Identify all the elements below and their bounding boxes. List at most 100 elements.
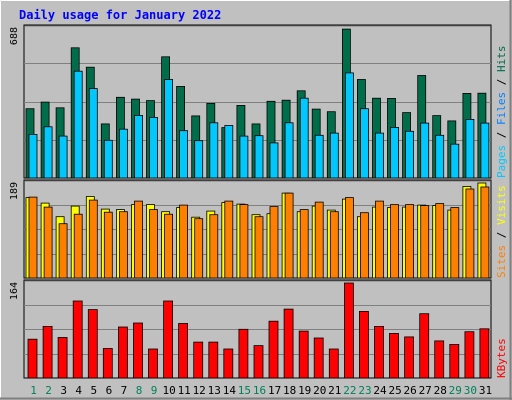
x-tick-label: 3 bbox=[60, 384, 67, 397]
bar-files-15 bbox=[239, 135, 249, 179]
x-tick-label: 12 bbox=[193, 384, 206, 397]
bar-files-27 bbox=[420, 122, 430, 179]
x-tick-label: 17 bbox=[268, 384, 281, 397]
bar-sites-22 bbox=[344, 197, 354, 279]
bar-kbytes-8 bbox=[133, 322, 143, 379]
axis-max-label: 688 bbox=[9, 27, 20, 45]
x-axis-labels: 1 2 3 4 5 6 7 8 9 10 11 12 13 14 15 16 17 18 19 20 21 22 23 24 2… bbox=[30, 384, 492, 397]
bar-files-19 bbox=[299, 97, 309, 179]
legend-entry: Sites bbox=[495, 245, 508, 278]
bar-sites-12 bbox=[194, 218, 204, 279]
bar-sites-11 bbox=[179, 204, 189, 279]
bar-sites-2 bbox=[43, 206, 53, 279]
bar-sites-25 bbox=[390, 204, 399, 279]
bar-kbytes-7 bbox=[118, 326, 128, 379]
bar-files-16 bbox=[254, 135, 264, 179]
x-tick-label: 27 bbox=[419, 384, 432, 397]
bar-kbytes-22 bbox=[343, 282, 354, 379]
bar-kbytes-28 bbox=[434, 340, 445, 379]
bar-files-25 bbox=[390, 127, 399, 179]
bar-sites-27 bbox=[420, 205, 430, 279]
x-tick-label: 4 bbox=[75, 384, 82, 397]
bar-sites-17 bbox=[269, 206, 279, 279]
x-tick-label: 24 bbox=[373, 384, 387, 397]
chart-title: Daily usage for January 2022 bbox=[19, 8, 221, 22]
bar-files-20 bbox=[314, 134, 324, 179]
bar-files-26 bbox=[405, 130, 415, 179]
bar-kbytes-21 bbox=[328, 348, 339, 379]
x-tick-label: 6 bbox=[106, 384, 113, 397]
x-tick-label: 9 bbox=[151, 384, 158, 397]
bar-sites-7 bbox=[119, 211, 128, 279]
bar-kbytes-13 bbox=[208, 341, 219, 379]
legend-entry: KBytes bbox=[495, 338, 508, 378]
bar-sites-20 bbox=[314, 201, 324, 279]
bar-kbytes-2 bbox=[42, 325, 53, 379]
bar-files-1 bbox=[28, 133, 38, 179]
x-tick-label: 29 bbox=[449, 384, 462, 397]
x-tick-label: 28 bbox=[434, 384, 447, 397]
panel-legend: Pages / Files / Hits bbox=[495, 46, 508, 179]
x-tick-label: 18 bbox=[283, 384, 296, 397]
bar-kbytes-23 bbox=[358, 310, 369, 379]
bar-kbytes-24 bbox=[374, 325, 384, 379]
bar-sites-18 bbox=[284, 192, 294, 279]
legend-entry: / bbox=[495, 79, 508, 92]
panel-legend: KBytes bbox=[495, 338, 508, 378]
bar-sites-10 bbox=[164, 213, 174, 279]
x-tick-label: 26 bbox=[403, 384, 416, 397]
legend-entry: Pages bbox=[495, 145, 508, 178]
bar-files-23 bbox=[359, 108, 369, 179]
axis-max-label: 164 bbox=[9, 282, 20, 300]
bar-sites-19 bbox=[299, 209, 309, 279]
bar-sites-16 bbox=[254, 216, 264, 279]
x-tick-label: 11 bbox=[178, 384, 191, 397]
bar-kbytes-10 bbox=[163, 300, 174, 379]
x-tick-label: 5 bbox=[90, 384, 97, 397]
bar-kbytes-26 bbox=[404, 336, 415, 379]
bar-kbytes-6 bbox=[102, 348, 113, 379]
x-tick-label: 15 bbox=[238, 384, 251, 397]
legend-entry: Hits bbox=[495, 46, 508, 79]
bar-files-12 bbox=[194, 140, 204, 179]
bar-kbytes-30 bbox=[464, 331, 475, 379]
panel-legend: Sites / Visits bbox=[495, 185, 508, 278]
bar-files-29 bbox=[450, 143, 460, 179]
bar-sites-6 bbox=[103, 211, 113, 279]
bar-kbytes-1 bbox=[27, 338, 38, 379]
bar-files-30 bbox=[465, 119, 475, 179]
x-tick-label: 21 bbox=[328, 384, 341, 397]
bar-files-6 bbox=[103, 139, 113, 179]
x-tick-label: 30 bbox=[464, 384, 477, 397]
panel-kbytes: 164 KBytes bbox=[9, 279, 508, 379]
x-tick-label: 16 bbox=[253, 384, 266, 397]
bar-files-9 bbox=[149, 117, 158, 179]
x-tick-label: 1 bbox=[30, 384, 37, 397]
bar-files-7 bbox=[119, 128, 128, 179]
bar-kbytes-3 bbox=[57, 337, 68, 379]
chart-panels: 688 Pages / Files / Hits 189 Sites / Visits… bbox=[9, 24, 508, 379]
bar-sites-13 bbox=[209, 214, 219, 279]
bar-files-14 bbox=[224, 125, 234, 179]
x-tick-label: 7 bbox=[121, 384, 128, 397]
bar-sites-15 bbox=[239, 204, 249, 279]
bar-sites-8 bbox=[134, 200, 143, 279]
bar-kbytes-4 bbox=[72, 300, 83, 379]
bar-files-3 bbox=[58, 135, 68, 179]
x-tick-label: 20 bbox=[313, 384, 326, 397]
x-tick-label: 14 bbox=[223, 384, 237, 397]
bar-kbytes-25 bbox=[389, 332, 399, 379]
bar-kbytes-14 bbox=[223, 348, 234, 379]
bar-kbytes-15 bbox=[238, 328, 249, 379]
legend-entry: Visits bbox=[495, 185, 508, 231]
bar-kbytes-31 bbox=[479, 328, 490, 379]
bar-kbytes-9 bbox=[148, 348, 158, 379]
bar-kbytes-19 bbox=[298, 330, 309, 379]
legend-entry: / bbox=[495, 232, 508, 245]
panel-visits-sites: 189 Sites / Visits bbox=[9, 179, 508, 279]
bar-sites-23 bbox=[359, 212, 369, 279]
legend-entry: Files bbox=[495, 92, 508, 132]
panel-hits-files-pages: 688 Pages / Files / Hits bbox=[9, 24, 508, 179]
